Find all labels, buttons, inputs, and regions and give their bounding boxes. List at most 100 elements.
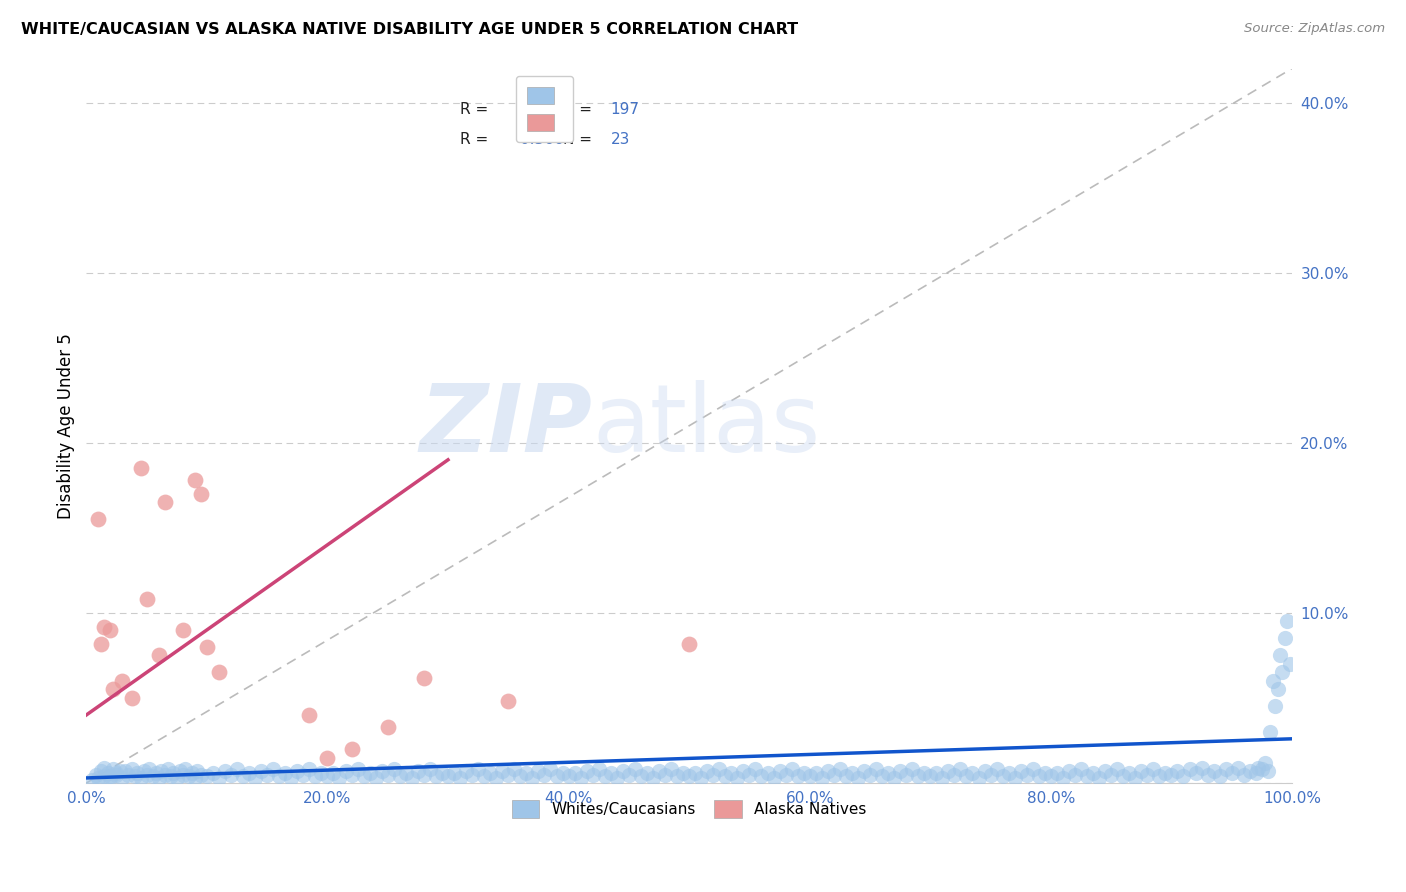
Point <box>883 771 905 785</box>
Point <box>467 763 489 777</box>
Point <box>316 769 339 783</box>
Point <box>859 767 882 781</box>
Text: R =: R = <box>460 102 494 117</box>
Point <box>720 765 742 780</box>
Point <box>208 771 231 785</box>
Point <box>87 771 110 785</box>
Point <box>316 750 339 764</box>
Point <box>997 765 1019 780</box>
Point <box>346 763 368 777</box>
Point <box>894 767 917 781</box>
Point <box>90 636 112 650</box>
Point <box>533 767 555 781</box>
Point <box>1274 632 1296 646</box>
Point <box>683 765 706 780</box>
Point <box>1107 763 1129 777</box>
Text: N =: N = <box>562 102 596 117</box>
Point <box>1247 761 1270 775</box>
Point <box>129 771 152 785</box>
Point <box>912 765 935 780</box>
Point <box>129 461 152 475</box>
Point <box>659 763 682 777</box>
Point <box>1268 648 1291 663</box>
Point <box>100 623 122 637</box>
Point <box>672 765 695 780</box>
Point <box>1057 764 1080 778</box>
Point <box>322 765 344 780</box>
Point <box>810 771 832 785</box>
Point <box>328 771 350 785</box>
Point <box>108 764 131 778</box>
Point <box>84 767 107 781</box>
Point <box>889 764 911 778</box>
Point <box>751 769 773 783</box>
Point <box>636 765 658 780</box>
Point <box>1278 657 1301 671</box>
Point <box>1046 765 1069 780</box>
Text: Source: ZipAtlas.com: Source: ZipAtlas.com <box>1244 22 1385 36</box>
Point <box>1123 771 1146 785</box>
Point <box>340 767 363 781</box>
Point <box>419 763 441 777</box>
Point <box>1220 765 1243 780</box>
Point <box>804 765 827 780</box>
Point <box>226 763 249 777</box>
Point <box>311 765 333 780</box>
Point <box>190 487 212 501</box>
Point <box>82 772 104 787</box>
Text: WHITE/CAUCASIAN VS ALASKA NATIVE DISABILITY AGE UNDER 5 CORRELATION CHART: WHITE/CAUCASIAN VS ALASKA NATIVE DISABIL… <box>21 22 799 37</box>
Point <box>298 763 321 777</box>
Point <box>105 765 128 780</box>
Point <box>1202 764 1225 778</box>
Point <box>121 690 143 705</box>
Point <box>298 708 321 723</box>
Point <box>775 767 797 781</box>
Point <box>1070 763 1092 777</box>
Point <box>274 765 297 780</box>
Point <box>498 694 520 708</box>
Point <box>780 763 803 777</box>
Point <box>1275 615 1298 629</box>
Point <box>145 765 167 780</box>
Point <box>1118 765 1140 780</box>
Point <box>377 767 399 781</box>
Point <box>125 765 148 780</box>
Point <box>1094 764 1116 778</box>
Point <box>762 771 785 785</box>
Point <box>599 765 621 780</box>
Y-axis label: Disability Age Under 5: Disability Age Under 5 <box>58 333 75 519</box>
Point <box>280 771 302 785</box>
Point <box>382 763 405 777</box>
Point <box>186 764 208 778</box>
Point <box>1208 769 1230 783</box>
Point <box>738 767 761 781</box>
Point <box>353 769 375 783</box>
Point <box>925 765 948 780</box>
Point <box>232 769 254 783</box>
Point <box>1088 771 1111 785</box>
Point <box>877 765 900 780</box>
Point <box>135 592 157 607</box>
Point <box>503 763 526 777</box>
Point <box>841 765 863 780</box>
Point <box>1267 682 1289 697</box>
Point <box>630 769 652 783</box>
Point <box>1215 763 1237 777</box>
Point <box>190 767 212 781</box>
Point <box>901 763 924 777</box>
Point <box>564 765 586 780</box>
Point <box>624 763 647 777</box>
Text: 23: 23 <box>610 133 630 147</box>
Point <box>1226 761 1249 775</box>
Point <box>1257 764 1279 778</box>
Point <box>101 763 124 777</box>
Point <box>388 769 411 783</box>
Point <box>666 769 689 783</box>
Point <box>370 764 392 778</box>
Point <box>1130 764 1153 778</box>
Point <box>768 764 790 778</box>
Point <box>527 764 550 778</box>
Point <box>522 771 544 785</box>
Point <box>756 765 779 780</box>
Point <box>641 771 664 785</box>
